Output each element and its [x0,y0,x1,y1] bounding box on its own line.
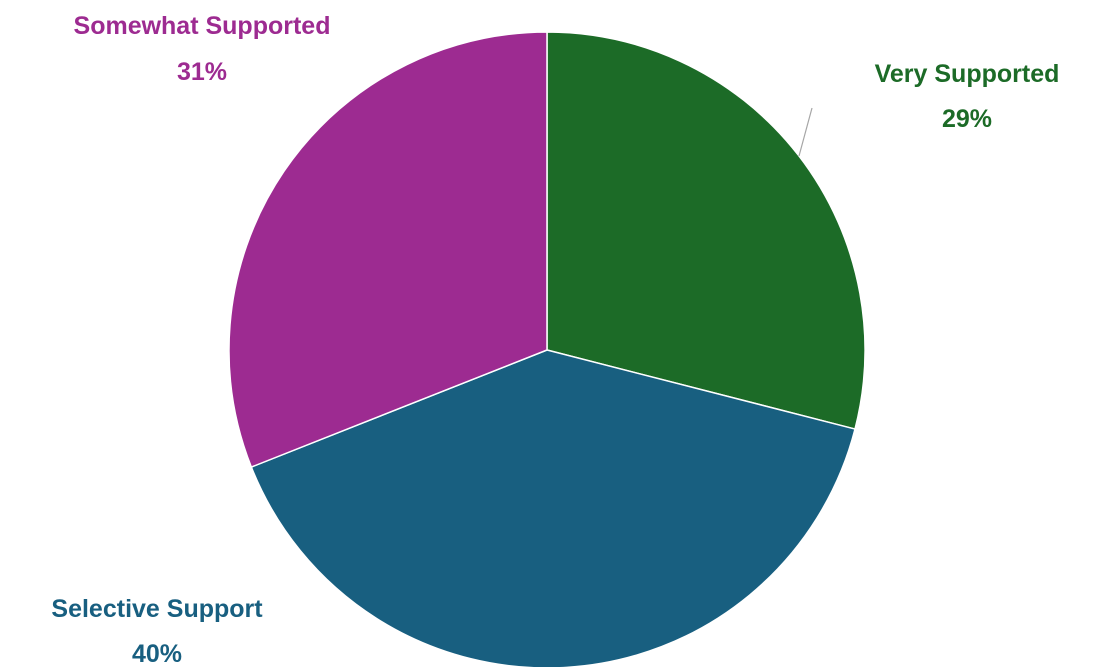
labels-layer: Very Supported 29% Selective Support 40% Som… [51,12,1060,668]
leader-layer [798,107,813,157]
pie-slice-very-supported [546,31,866,430]
data-label-category-somewhat-supported: Somewhat Supported [74,12,331,40]
pie-slice-somewhat-supported [228,31,548,468]
data-label-percent-selective-support: 40% [132,640,182,667]
data-label-percent-somewhat-supported: 31% [177,58,227,86]
data-label-category-very-supported: Very Supported [875,60,1060,88]
data-label-percent-very-supported: 29% [942,105,992,133]
data-label-category-selective-support: Selective Support [51,595,263,623]
slices-layer [228,31,866,669]
leader-line-very-supported [798,107,813,157]
